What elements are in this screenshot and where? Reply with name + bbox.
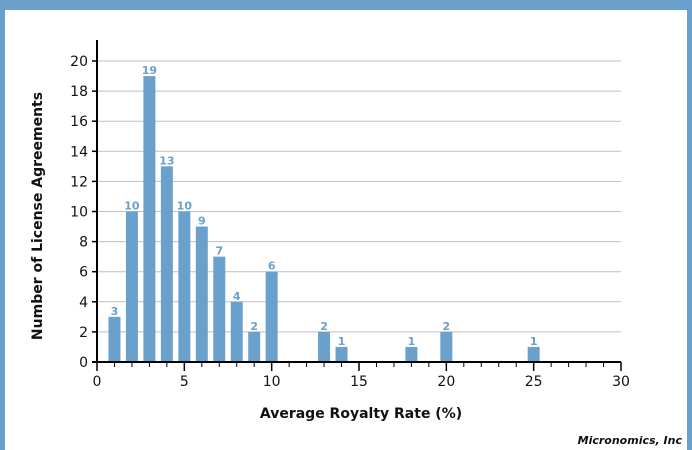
y-tick-label-4: 4 — [79, 295, 88, 311]
bar-5 — [178, 211, 191, 362]
bar-18 — [405, 346, 418, 362]
x-tick-label-10: 10 — [263, 374, 281, 390]
gridlines — [97, 60, 621, 333]
bar-10 — [265, 271, 278, 362]
data-label-14: 1 — [338, 335, 346, 348]
y-axis-title: Number of License Agreements — [30, 92, 46, 340]
data-label-25: 1 — [530, 335, 538, 348]
bars — [108, 76, 540, 363]
data-label-10: 6 — [268, 260, 276, 273]
y-tick-label-20: 20 — [70, 54, 88, 70]
x-tick-label-5: 5 — [180, 374, 189, 390]
x-tick-label-20: 20 — [437, 374, 455, 390]
bar-8 — [230, 301, 243, 362]
x-tick-label-30: 30 — [612, 374, 630, 390]
bar-25 — [527, 346, 540, 362]
bar-7 — [213, 256, 226, 362]
x-axis-title: Average Royalty Rate (%) — [260, 406, 462, 422]
data-label-1: 3 — [111, 305, 119, 318]
data-label-4: 13 — [159, 154, 174, 167]
y-tick-label-0: 0 — [79, 355, 88, 371]
x-tick-label-0: 0 — [93, 374, 102, 390]
y-tick-label-16: 16 — [70, 114, 88, 130]
data-label-13: 2 — [320, 320, 328, 333]
x-tick-label-25: 25 — [525, 374, 543, 390]
bar-4 — [160, 166, 173, 362]
data-label-3: 19 — [142, 64, 157, 77]
data-label-8: 4 — [233, 290, 241, 303]
data-label-2: 10 — [124, 200, 140, 213]
y-tick-label-6: 6 — [79, 265, 88, 281]
y-tick-label-18: 18 — [70, 84, 88, 100]
data-label-9: 2 — [250, 320, 258, 333]
y-tick-label-12: 12 — [70, 174, 88, 190]
bar-6 — [195, 226, 208, 362]
y-tick-label-10: 10 — [70, 205, 88, 221]
data-label-18: 1 — [408, 335, 416, 348]
bar-9 — [248, 331, 261, 362]
bar-13 — [318, 331, 331, 362]
x-axis: 0 5 10 15 20 25 30 — [92, 361, 630, 390]
data-label-5: 10 — [177, 200, 193, 213]
x-tick-label-15: 15 — [350, 374, 368, 390]
bar-14 — [335, 346, 348, 362]
y-tick-label-14: 14 — [70, 144, 88, 160]
data-label-6: 9 — [198, 215, 206, 228]
bar-3 — [143, 76, 156, 363]
y-tick-label-2: 2 — [79, 325, 88, 341]
bar-20 — [440, 331, 453, 362]
bar-2 — [125, 211, 138, 362]
source-credit: Micronomics, Inc — [578, 434, 683, 447]
y-tick-label-8: 8 — [79, 235, 88, 251]
y-axis: 0 2 4 6 8 10 12 14 16 18 20 — [70, 40, 98, 371]
bar-1 — [108, 316, 121, 362]
data-label-20: 2 — [443, 320, 451, 333]
data-label-7: 7 — [215, 245, 223, 258]
